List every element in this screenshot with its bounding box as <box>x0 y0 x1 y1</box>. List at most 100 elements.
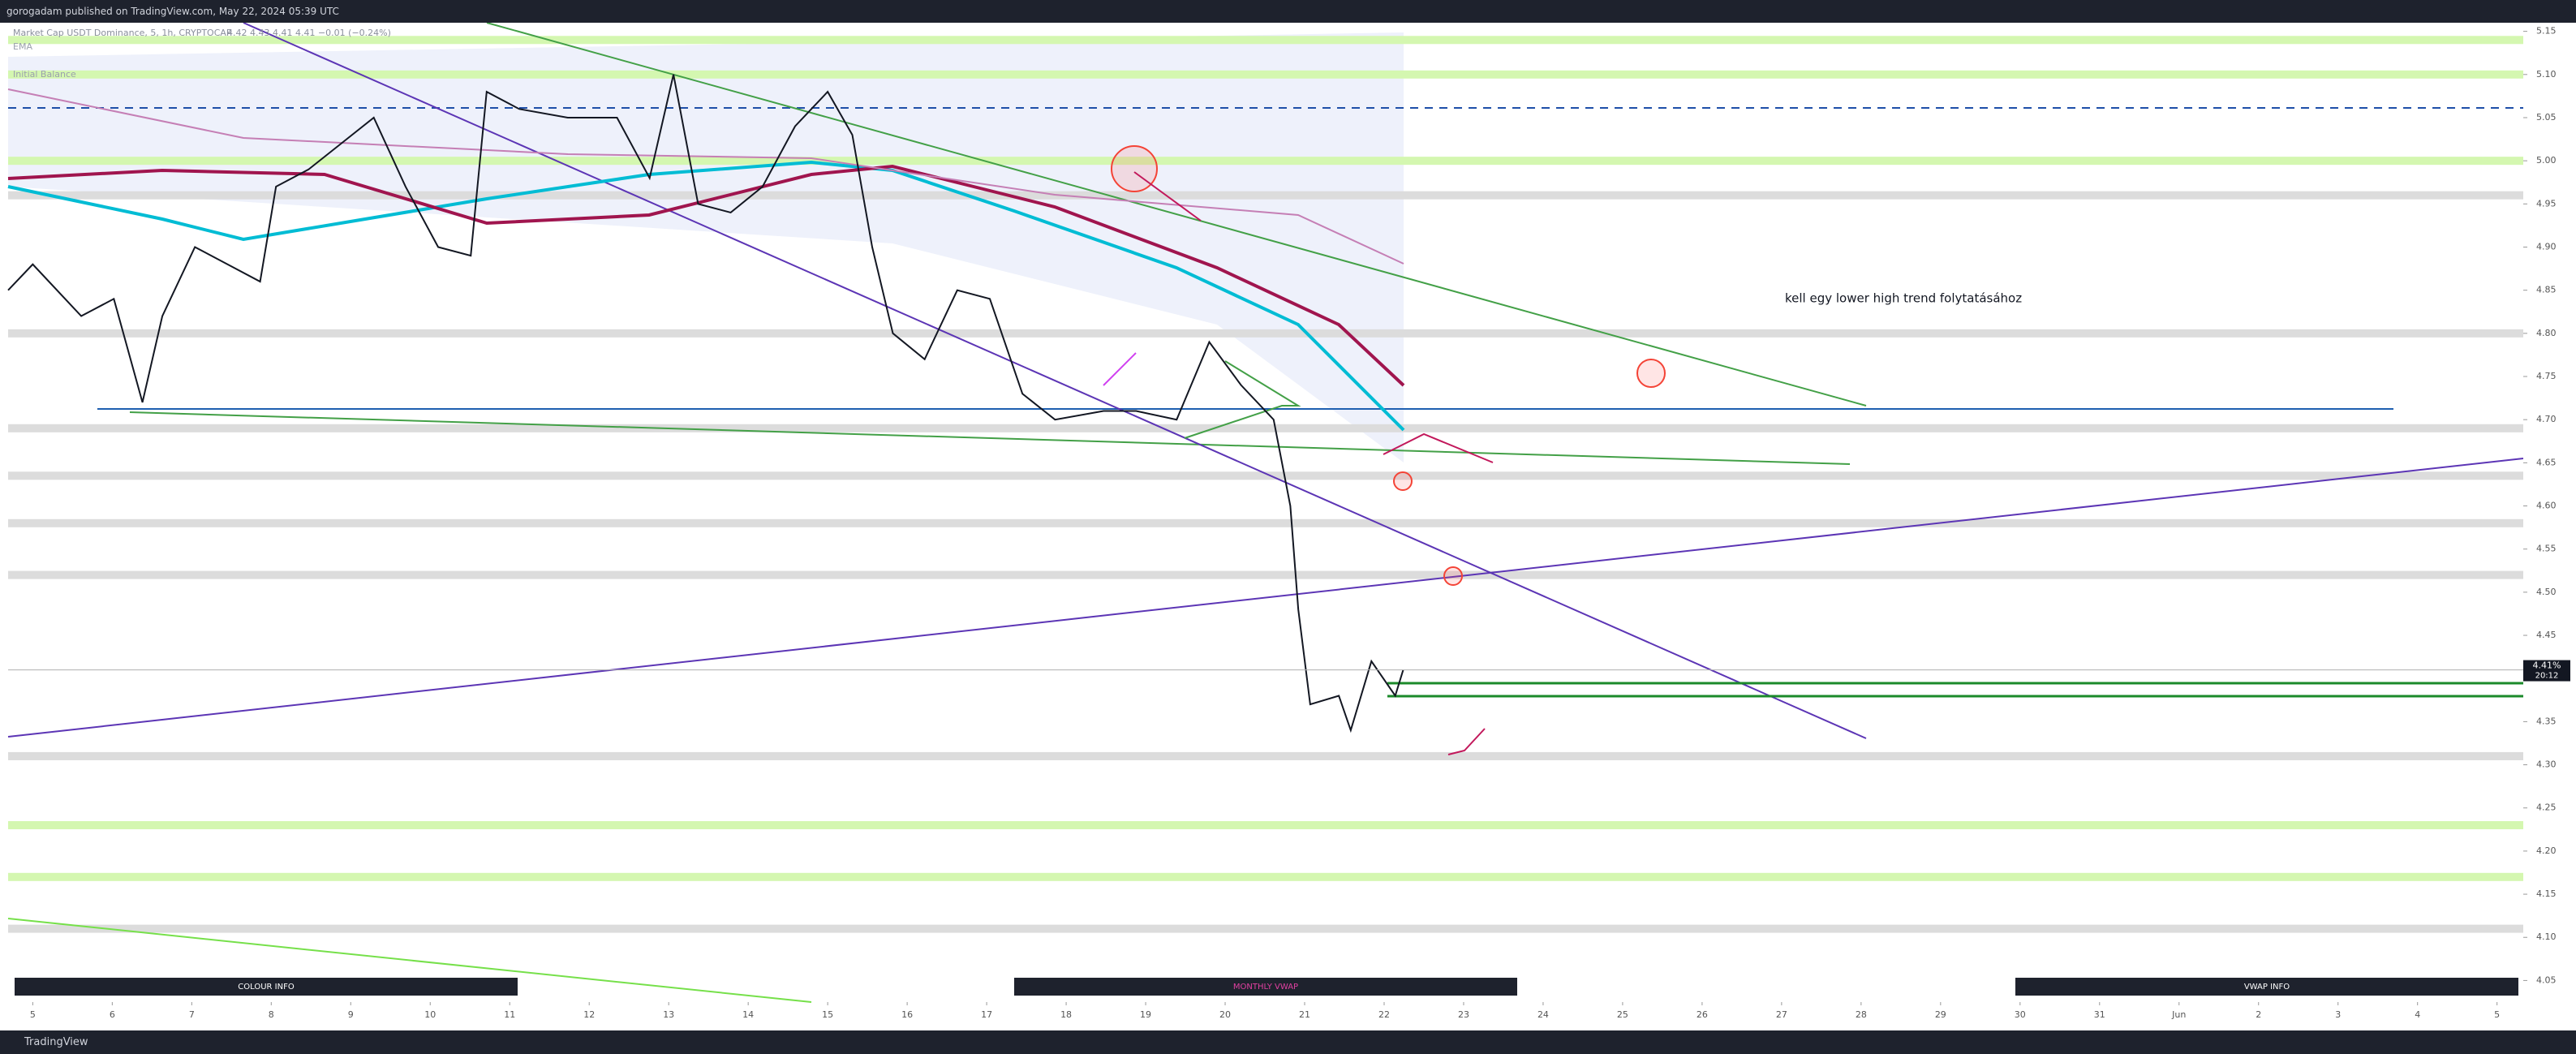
info-box-label: VWAP INFO <box>2244 983 2290 992</box>
ema-line <box>7 164 1405 387</box>
level-zone <box>8 36 2523 45</box>
marker-circle <box>1636 359 1666 388</box>
level-zone <box>8 329 2523 338</box>
info-box-label: COLOUR INFO <box>238 983 295 992</box>
trendline <box>7 918 812 1003</box>
x-tick-label: 27 <box>1776 1009 1787 1020</box>
y-tick-label: 4.70 <box>2536 414 2557 424</box>
chart: kell egy lower high trend folytatásához … <box>0 23 2576 1030</box>
price-line <box>7 74 1404 733</box>
publisher: gorogadam published on TradingView.com, … <box>6 6 339 17</box>
level-zone <box>8 570 2523 579</box>
y-tick-label: 4.10 <box>2536 931 2557 942</box>
level-zone <box>8 820 2523 829</box>
price-axis <box>2523 23 2576 1030</box>
vwap-band <box>8 32 1404 462</box>
y-tick-label: 4.65 <box>2536 457 2557 467</box>
x-tick-label: 21 <box>1299 1009 1310 1020</box>
x-tick-label: 10 <box>424 1009 436 1020</box>
y-tick-label: 5.00 <box>2536 155 2557 166</box>
arrow <box>1133 171 1202 222</box>
x-tick-label: 13 <box>663 1009 674 1020</box>
x-tick-label: 11 <box>504 1009 515 1020</box>
level-zone <box>8 751 2523 760</box>
y-tick-label: 4.20 <box>2536 845 2557 856</box>
trendline <box>7 458 2524 738</box>
ema-line <box>7 160 1405 432</box>
info-box <box>2015 978 2518 996</box>
x-tick-label: 5 <box>2494 1009 2500 1020</box>
level-zone <box>8 191 2523 200</box>
y-tick-label: 4.15 <box>2536 888 2557 899</box>
x-tick-label: 18 <box>1060 1009 1072 1020</box>
x-tick-label: Jun <box>2171 1009 2186 1020</box>
x-tick-label: 17 <box>981 1009 992 1020</box>
y-tick-label: 4.05 <box>2536 974 2557 985</box>
brand: TradingView <box>24 1036 88 1048</box>
marker-circle <box>1393 471 1413 491</box>
x-tick-label: 26 <box>1697 1009 1708 1020</box>
x-tick-label: 16 <box>901 1009 913 1020</box>
x-tick-label: 6 <box>110 1009 115 1020</box>
x-tick-label: 28 <box>1856 1009 1867 1020</box>
marker-circle <box>1111 145 1158 192</box>
x-tick-label: 24 <box>1537 1009 1549 1020</box>
x-tick-label: 29 <box>1935 1009 1946 1020</box>
info-box <box>15 978 518 996</box>
level-zone <box>8 518 2523 527</box>
level-zone <box>8 872 2523 881</box>
level-zone <box>8 157 2523 166</box>
x-tick-label: 23 <box>1458 1009 1469 1020</box>
x-tick-label: 31 <box>2094 1009 2105 1020</box>
publish-bar: gorogadam published on TradingView.com, … <box>0 0 2576 23</box>
x-tick-label: 8 <box>269 1009 274 1020</box>
x-tick-label: 2 <box>2256 1009 2261 1020</box>
x-tick-label: 19 <box>1140 1009 1151 1020</box>
y-tick-label: 4.30 <box>2536 759 2557 770</box>
y-tick-label: 4.90 <box>2536 241 2557 252</box>
footer-bar: TradingView <box>0 1030 2576 1054</box>
y-tick-label: 4.50 <box>2536 587 2557 597</box>
triangle-pattern <box>1184 360 1301 439</box>
x-tick-label: 9 <box>348 1009 354 1020</box>
x-tick-label: 12 <box>583 1009 595 1020</box>
y-tick-label: 4.45 <box>2536 630 2557 640</box>
y-tick-label: 4.80 <box>2536 328 2557 338</box>
y-tick-label: 4.25 <box>2536 802 2557 813</box>
level-zone <box>8 424 2523 432</box>
x-tick-label: 30 <box>2015 1009 2026 1020</box>
annotation: kell egy lower high trend folytatásához <box>1785 291 2022 306</box>
x-tick-label: 7 <box>189 1009 195 1020</box>
legend-indicator: Initial Balance <box>13 69 76 80</box>
info-box-label: MONTHLY VWAP <box>1233 983 1298 992</box>
y-tick-label: 4.55 <box>2536 544 2557 554</box>
y-tick-label: 4.75 <box>2536 371 2557 381</box>
info-box <box>1014 978 1517 996</box>
trendline <box>129 411 1851 465</box>
x-tick-label: 5 <box>30 1009 36 1020</box>
marker-circle <box>1443 566 1463 586</box>
level-zone <box>8 70 2523 79</box>
x-tick-label: 25 <box>1617 1009 1628 1020</box>
x-tick-label: 3 <box>2335 1009 2341 1020</box>
y-tick-label: 4.95 <box>2536 198 2557 209</box>
y-tick-label: 4.60 <box>2536 501 2557 511</box>
price-tag-label: 4.41% <box>2533 660 2561 671</box>
trendline <box>243 23 1867 739</box>
x-tick-label: 20 <box>1219 1009 1231 1020</box>
price-tag <box>2523 660 2570 682</box>
arrow <box>1383 432 1494 463</box>
legend-indicator: EMA <box>13 41 32 52</box>
legend-ohlc: 4.42 4.43 4.41 4.41 −0.01 (−0.24%) <box>227 28 391 38</box>
x-tick-label: 22 <box>1378 1009 1390 1020</box>
ma-line <box>7 88 1404 265</box>
price-tag-time: 20:12 <box>2535 672 2559 681</box>
x-tick-label: 4 <box>2415 1009 2420 1020</box>
trendline <box>486 23 1867 407</box>
arrow <box>1103 352 1137 386</box>
x-tick-label: 14 <box>742 1009 754 1020</box>
y-tick-label: 4.85 <box>2536 285 2557 295</box>
y-tick-label: 5.05 <box>2536 112 2557 123</box>
arrow <box>1447 728 1486 755</box>
